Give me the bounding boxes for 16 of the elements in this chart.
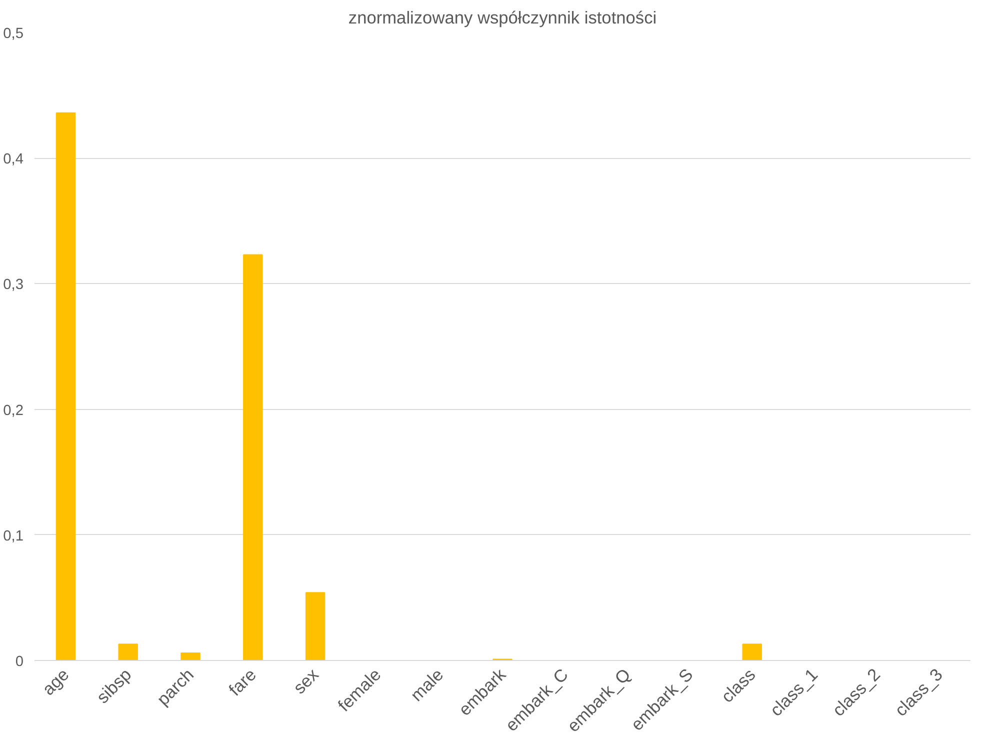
bar	[180, 652, 200, 660]
bar	[305, 592, 326, 660]
bar	[243, 254, 263, 660]
bar	[56, 112, 76, 660]
y-tick-label: 0,5	[3, 26, 24, 42]
x-tick-label: sex	[289, 664, 323, 698]
y-tick-label: 0	[15, 654, 24, 670]
x-tick-label: fare	[224, 664, 260, 700]
x-tick-label: age	[38, 664, 73, 700]
chart-title: znormalizowany współczynnik istotności	[348, 8, 657, 28]
bar	[742, 644, 762, 660]
bar	[118, 644, 138, 660]
y-tick-label: 0,3	[3, 277, 24, 294]
y-tick-label: 0,2	[3, 402, 24, 419]
y-tick-label: 0,1	[3, 528, 24, 544]
y-tick-label: 0,4	[3, 152, 24, 168]
